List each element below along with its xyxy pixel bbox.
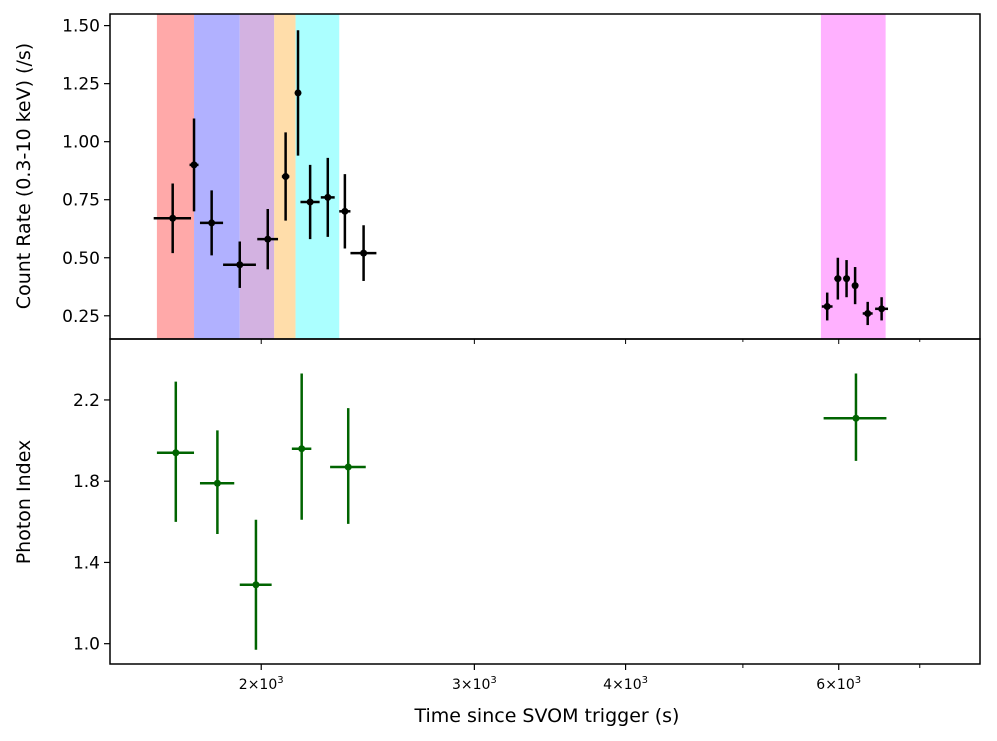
count-rate-point-2 [199,190,224,256]
top-ytick-label: 0.75 [62,191,100,211]
photon-index-marker [344,463,352,471]
count-rate-point-10 [350,225,377,281]
count-rate-marker [360,249,368,257]
count-rate-point-5 [281,132,290,221]
bottom-ytick-label: 1.4 [73,553,100,573]
top-y-axis-label: Count Rate (0.3-10 keV) (/s) [13,43,35,309]
photon-index-point-4 [330,408,366,524]
count-rate-marker [843,275,851,283]
count-rate-point-11 [821,292,833,321]
photon-index-point-2 [239,519,272,650]
count-rate-marker [324,193,332,201]
count-rate-marker [878,305,886,313]
count-rate-point-14 [851,267,859,305]
shaded-interval-4 [295,14,340,339]
photon-index-marker [252,581,260,589]
x-axis-label: Time since SVOM trigger (s) [414,705,680,727]
count-rate-marker [190,161,198,169]
top-ytick-label: 1.50 [62,17,100,37]
count-rate-marker [851,282,859,290]
count-rate-marker [282,173,290,180]
bottom-panel-frame [109,338,981,665]
count-rate-point-0 [153,183,192,254]
count-rate-marker [823,303,831,310]
count-rate-point-3 [223,241,256,288]
count-rate-point-1 [189,118,199,212]
top-y-ticks: 0.25 0.50 0.75 1.00 1.25 1.50 [62,17,110,327]
bottom-ytick-label: 1.0 [73,635,100,655]
bottom-y-ticks: 1.0 1.4 1.8 2.2 [73,391,110,655]
top-shaded-intervals [156,14,886,339]
count-rate-point-7 [300,164,320,240]
photon-index-marker [213,479,221,487]
count-rate-point-8 [320,157,335,237]
shaded-interval-5 [820,14,886,339]
count-rate-point-12 [834,257,842,300]
xtick-label: 3×103 [452,675,497,693]
count-rate-point-15 [862,301,873,326]
count-rate-point-9 [339,174,351,249]
count-rate-marker [169,214,177,222]
shaded-interval-1 [194,14,240,339]
count-rate-point-4 [257,209,279,270]
xtick-label: 2×103 [239,675,284,693]
count-rate-marker [341,207,349,215]
photon-index-point-5 [823,373,887,461]
count-rate-marker [208,219,216,227]
top-count-rate-points [153,30,889,326]
count-rate-marker [264,235,272,243]
count-rate-point-16 [875,297,889,321]
shaded-interval-2 [239,14,275,339]
photon-index-marker [852,414,860,422]
top-ytick-label: 1.25 [62,75,100,95]
bottom-photon-index-points [156,373,887,650]
top-ytick-label: 0.25 [62,307,100,327]
count-rate-marker [864,309,872,317]
count-rate-marker [294,89,302,97]
top-ytick-label: 0.50 [62,249,100,269]
bottom-ytick-label: 2.2 [73,391,100,411]
photon-index-marker [298,445,306,453]
xtick-label: 6×103 [816,675,861,693]
photon-index-point-0 [156,381,195,522]
count-rate-marker [236,261,244,269]
count-rate-marker [306,198,314,206]
photon-index-point-1 [199,430,235,534]
top-ytick-label: 1.00 [62,133,100,153]
count-rate-point-13 [843,260,851,298]
photon-index-marker [172,449,180,457]
count-rate-point-6 [294,30,302,156]
photon-index-point-3 [291,373,312,520]
shaded-interval-0 [156,14,195,339]
bottom-y-axis-label: Photon Index [13,440,35,565]
xtick-label: 4×103 [603,675,648,693]
x-ticks: 2×103 3×103 4×103 6×103 [239,339,921,693]
bottom-ytick-label: 1.8 [73,472,100,492]
count-rate-marker [834,275,842,283]
